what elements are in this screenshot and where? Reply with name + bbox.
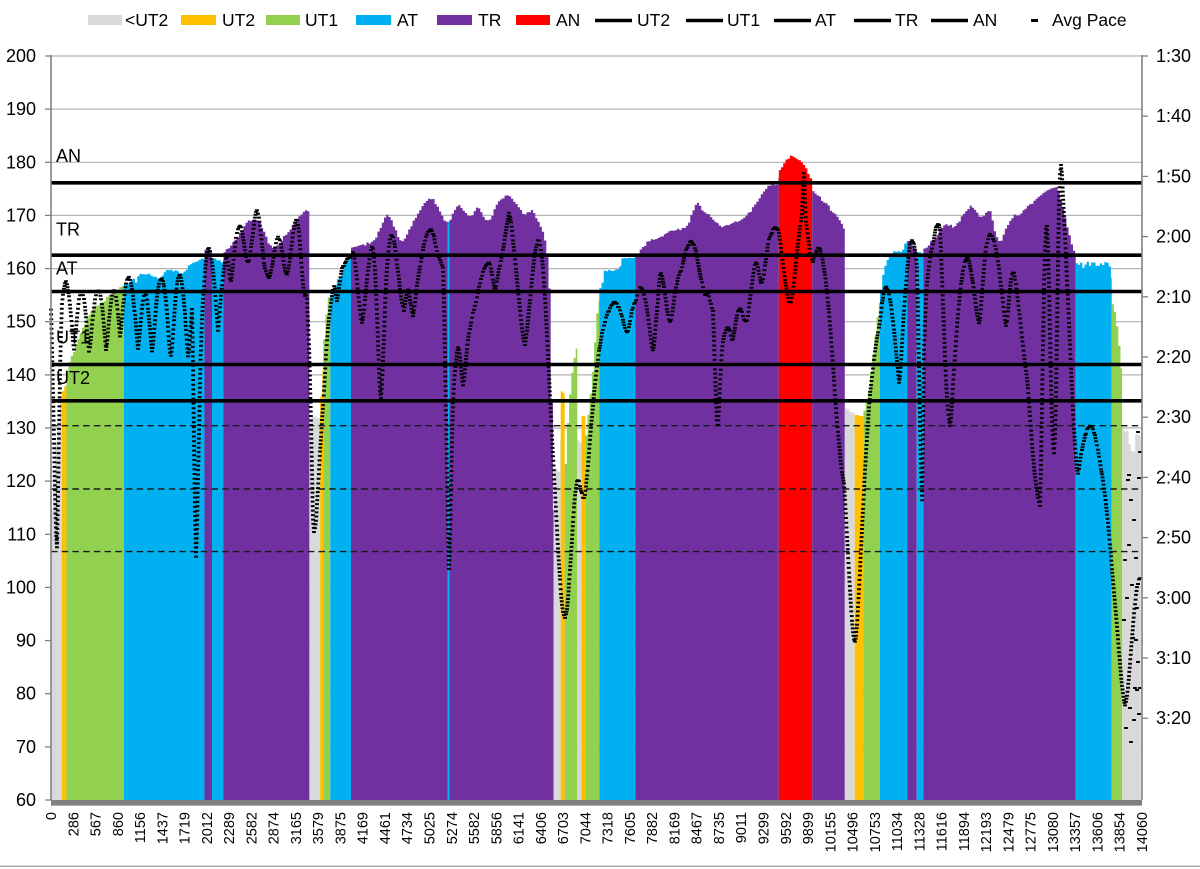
svg-text:8169: 8169 [667,812,683,844]
svg-text:8467: 8467 [690,812,706,844]
svg-text:UT2: UT2 [222,10,255,30]
svg-text:3579: 3579 [311,812,327,844]
svg-text:5025: 5025 [423,812,439,844]
svg-text:12775: 12775 [1024,812,1040,852]
svg-text:AT: AT [397,10,418,30]
svg-text:567: 567 [89,812,105,836]
svg-text:AN: AN [556,10,580,30]
svg-text:UT1: UT1 [305,10,338,30]
svg-text:5582: 5582 [467,812,483,844]
svg-text:10496: 10496 [846,812,862,852]
svg-text:2:10: 2:10 [1156,287,1191,307]
svg-text:7044: 7044 [578,812,594,844]
svg-text:1719: 1719 [178,812,194,844]
svg-text:TR: TR [56,220,80,240]
svg-text:11328: 11328 [912,812,928,851]
svg-text:12193: 12193 [979,812,995,852]
svg-text:13854: 13854 [1113,812,1129,852]
svg-text:170: 170 [6,205,36,225]
svg-text:7605: 7605 [623,812,639,844]
svg-text:2:00: 2:00 [1156,227,1191,247]
svg-text:AN: AN [56,146,81,166]
svg-text:60: 60 [16,790,36,810]
svg-text:200: 200 [6,46,36,66]
svg-text:150: 150 [6,312,36,332]
svg-text:130: 130 [6,418,36,438]
svg-text:9592: 9592 [779,812,795,844]
svg-text:11616: 11616 [935,812,951,851]
svg-text:TR: TR [895,10,918,30]
svg-text:13357: 13357 [1068,812,1084,852]
svg-text:8735: 8735 [712,812,728,844]
svg-text:UT1: UT1 [727,10,760,30]
svg-text:7882: 7882 [645,812,661,844]
svg-text:160: 160 [6,259,36,279]
svg-text:4461: 4461 [378,812,394,844]
svg-text:1:50: 1:50 [1156,166,1191,186]
svg-text:1:40: 1:40 [1156,106,1191,126]
svg-text:100: 100 [6,577,36,597]
svg-text:UT2: UT2 [56,368,90,388]
svg-text:2012: 2012 [200,812,216,844]
svg-text:4169: 4169 [356,812,372,844]
svg-text:1:30: 1:30 [1156,46,1191,66]
svg-text:190: 190 [6,99,36,119]
svg-text:2582: 2582 [244,812,260,844]
svg-text:9011: 9011 [734,812,750,843]
svg-text:70: 70 [16,737,36,757]
svg-text:13606: 13606 [1091,812,1107,852]
svg-text:6703: 6703 [556,812,572,844]
svg-text:80: 80 [16,684,36,704]
svg-text:12479: 12479 [1001,812,1017,852]
svg-text:1437: 1437 [155,812,171,844]
svg-text:9899: 9899 [801,812,817,844]
svg-text:6141: 6141 [512,812,528,844]
svg-text:3:00: 3:00 [1156,588,1191,608]
svg-text:3:20: 3:20 [1156,708,1191,728]
svg-text:11894: 11894 [957,812,973,851]
svg-text:0: 0 [44,812,60,820]
svg-text:5856: 5856 [489,812,505,844]
svg-text:110: 110 [7,524,36,544]
svg-text:13080: 13080 [1046,812,1062,852]
svg-text:2289: 2289 [222,812,238,844]
svg-text:120: 120 [6,471,36,491]
svg-text:UT1: UT1 [56,328,90,348]
svg-text:UT2: UT2 [637,10,670,30]
svg-text:AT: AT [815,10,836,30]
svg-text:9299: 9299 [757,812,773,844]
svg-text:180: 180 [6,152,36,172]
svg-text:2:30: 2:30 [1156,407,1191,427]
svg-text:286: 286 [66,812,82,836]
svg-text:5274: 5274 [445,812,461,844]
svg-text:6406: 6406 [534,812,550,844]
svg-text:Avg Pace: Avg Pace [1052,10,1127,30]
svg-text:2:40: 2:40 [1156,467,1191,487]
svg-text:140: 140 [6,365,36,385]
svg-text:AN: AN [973,10,997,30]
svg-text:2:20: 2:20 [1156,347,1191,367]
svg-text:11034: 11034 [890,812,906,851]
svg-text:TR: TR [478,10,501,30]
svg-text:2874: 2874 [267,812,283,844]
svg-text:14060: 14060 [1135,812,1151,852]
svg-text:4734: 4734 [400,812,416,844]
svg-text:90: 90 [16,631,36,651]
svg-text:10753: 10753 [868,812,884,852]
svg-text:3:10: 3:10 [1156,648,1191,668]
svg-text:10155: 10155 [823,812,839,852]
svg-text:3165: 3165 [289,812,305,844]
svg-text:7318: 7318 [601,812,617,844]
svg-text:2:50: 2:50 [1156,528,1191,548]
svg-text:3875: 3875 [333,812,349,844]
svg-text:1156: 1156 [133,812,149,843]
svg-text:AT: AT [56,259,78,279]
svg-text:<UT2: <UT2 [125,10,168,30]
svg-text:860: 860 [111,812,127,836]
